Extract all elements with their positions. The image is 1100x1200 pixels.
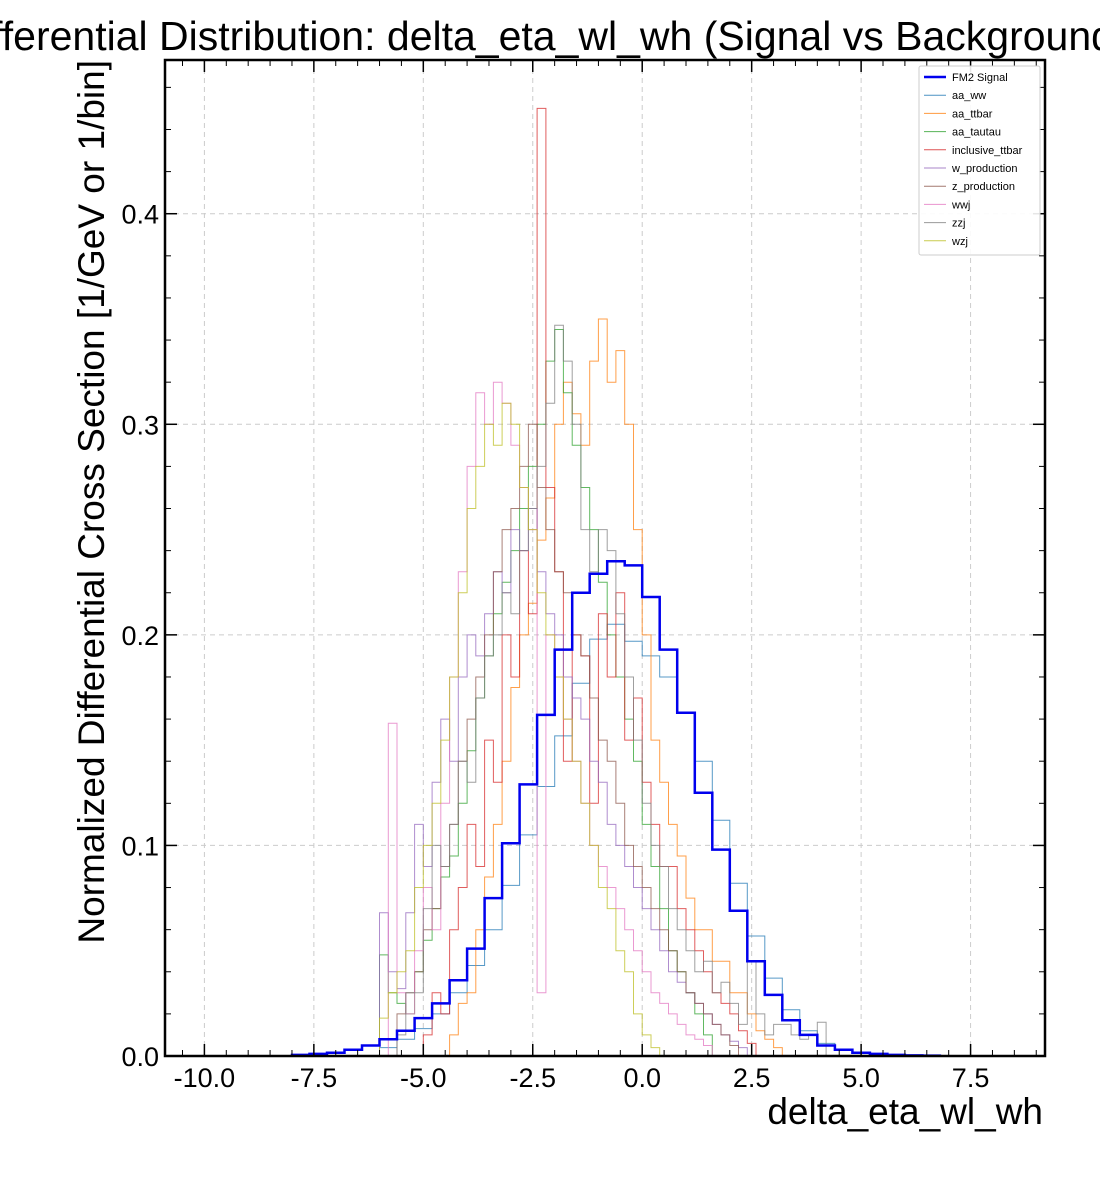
histogram-wzj: [379, 402, 661, 1056]
legend-entry: wzj: [951, 236, 968, 248]
histogram-zzj: [396, 324, 827, 1056]
legend-entry: inclusive_ttbar: [952, 145, 1023, 157]
gridlines: [165, 60, 1045, 1056]
y-tick-label: 0.1: [121, 831, 159, 861]
legend-box: [918, 65, 1041, 256]
y-tick-label: 0.3: [121, 410, 159, 440]
legend-entry: aa_ttbar: [952, 108, 993, 120]
y-axis-label: Normalized Differential Cross Section [1…: [71, 60, 112, 944]
y-tick-label: 0.2: [121, 621, 159, 651]
legend-entry: FM2 Signal: [952, 72, 1008, 84]
histogram-wwj: [387, 381, 713, 1056]
plot-frame: [163, 58, 1047, 1058]
legend-entry: z_production: [952, 181, 1015, 193]
legend-entry: aa_tautau: [952, 127, 1001, 139]
x-tick-label: -10.0: [174, 1063, 236, 1093]
legend-entry: aa_ww: [952, 90, 986, 102]
legend-entry: w_production: [951, 163, 1017, 175]
x-tick-label: 5.0: [842, 1063, 880, 1093]
x-tick-label: 7.5: [952, 1063, 990, 1093]
histogram-series: [290, 107, 942, 1056]
axis-ticks: -10.0 -7.5 -5.0 -2.5 0.0 2.5 5.0 7.5 0.0 0.1 0.2 0.…: [121, 60, 1045, 1093]
y-tick-label: 0.4: [121, 200, 159, 230]
y-tick-label: 0.0: [121, 1042, 159, 1072]
x-tick-label: -5.0: [400, 1063, 447, 1093]
histogram-fm2-signal: [290, 559, 942, 1056]
x-tick-label: 0.0: [623, 1063, 661, 1093]
legend: FM2 Signal aa_ww aa_ttbar aa_tautau inclusiv…: [918, 65, 1041, 256]
legend-entry: wwj: [951, 199, 970, 211]
x-tick-label: 2.5: [733, 1063, 771, 1093]
legend-entry: zzj: [952, 218, 965, 230]
x-tick-label: -2.5: [509, 1063, 556, 1093]
chart-title: Differential Distribution: delta_eta_wl_…: [0, 13, 1100, 59]
x-tick-label: -7.5: [291, 1063, 338, 1093]
histogram-aa-ttbar: [449, 318, 783, 1056]
x-axis-label: delta_eta_wl_wh: [767, 1091, 1043, 1132]
